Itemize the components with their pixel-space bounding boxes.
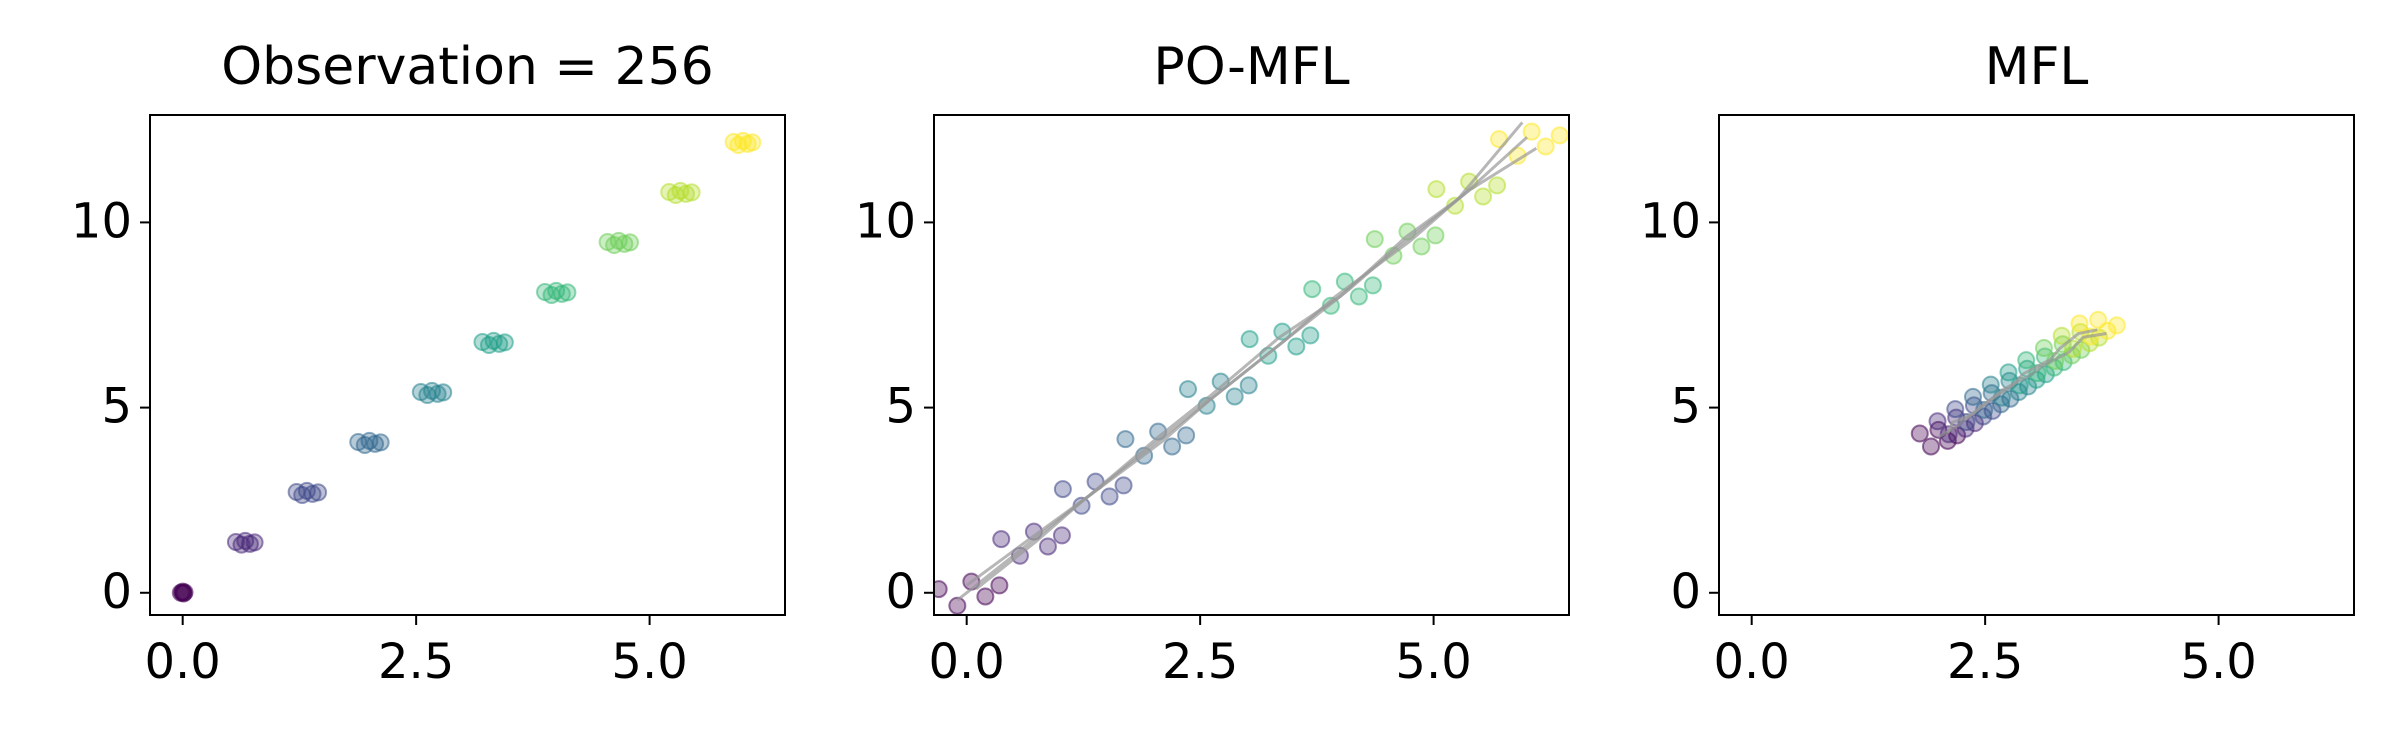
plot-area xyxy=(1910,310,2126,456)
point xyxy=(309,483,328,502)
point xyxy=(1365,230,1384,249)
y-tick-label: 5 xyxy=(1670,379,1701,435)
point xyxy=(1981,375,2000,394)
point xyxy=(1177,426,1196,445)
point xyxy=(992,530,1011,549)
point xyxy=(1163,437,1182,456)
point xyxy=(1052,526,1071,545)
point xyxy=(1427,180,1446,199)
panel: Observation = 256 0.0 2.5 5.0 0 5 10 xyxy=(71,37,786,690)
x-tick-label: 5.0 xyxy=(611,634,687,690)
point xyxy=(1992,395,2011,414)
point xyxy=(371,433,390,452)
point xyxy=(2034,338,2053,357)
point xyxy=(1240,330,1259,349)
x-tick-label: 2.5 xyxy=(1947,634,2023,690)
point xyxy=(2017,351,2036,370)
x-tick-label: 0.0 xyxy=(145,634,221,690)
point xyxy=(934,580,948,599)
point xyxy=(1116,430,1135,449)
point xyxy=(1349,287,1368,306)
point xyxy=(1239,376,1258,395)
x-tick-label: 5.0 xyxy=(1395,634,1471,690)
axes-frame xyxy=(149,114,786,616)
y-tick-label: 0 xyxy=(101,564,132,620)
point xyxy=(1100,487,1119,506)
point xyxy=(1225,387,1244,406)
point xyxy=(1363,276,1382,295)
y-tick-label: 0 xyxy=(1670,564,1701,620)
point xyxy=(976,587,995,606)
panel: MFL 0.0 2.5 5.0 0 5 10 xyxy=(1640,37,2355,690)
point xyxy=(1910,424,1929,443)
y-tick-label: 10 xyxy=(1640,193,1701,249)
point xyxy=(1946,400,1965,419)
point xyxy=(1053,480,1072,499)
y-tick-label: 5 xyxy=(885,379,916,435)
trajectory xyxy=(1946,332,2107,435)
point xyxy=(1038,537,1057,556)
point xyxy=(620,233,639,252)
point xyxy=(990,576,1009,595)
point xyxy=(1974,407,1993,426)
point xyxy=(1536,137,1555,156)
y-tick-label: 0 xyxy=(885,564,916,620)
panel-title: Observation = 256 xyxy=(221,37,714,97)
trajectory xyxy=(956,147,1538,602)
x-tick-label: 0.0 xyxy=(1714,634,1790,690)
point xyxy=(1412,237,1431,256)
point xyxy=(682,183,701,202)
axes-frame xyxy=(1718,114,2355,616)
plot-area xyxy=(171,131,762,603)
trajectory xyxy=(1937,328,2098,439)
point xyxy=(245,533,264,552)
axes-frame xyxy=(933,114,1570,616)
x-tick-label: 0.0 xyxy=(929,634,1005,690)
point xyxy=(2009,383,2028,402)
y-tick-label: 10 xyxy=(71,193,132,249)
point xyxy=(948,596,967,615)
point xyxy=(1114,476,1133,495)
point xyxy=(495,333,514,352)
x-tick-label: 5.0 xyxy=(2180,634,2256,690)
point xyxy=(1488,176,1507,195)
y-tick-label: 5 xyxy=(101,379,132,435)
point xyxy=(2107,316,2126,335)
point xyxy=(743,133,762,152)
point xyxy=(1522,122,1541,141)
panel-title: PO-MFL xyxy=(1153,37,1349,97)
point xyxy=(1550,126,1569,145)
point xyxy=(1179,380,1197,399)
point xyxy=(173,583,192,602)
trajectory xyxy=(965,136,1528,587)
x-tick-label: 2.5 xyxy=(1162,634,1238,690)
point xyxy=(2070,314,2089,333)
point xyxy=(1999,363,2018,382)
point xyxy=(558,283,577,302)
point xyxy=(1303,280,1322,299)
point xyxy=(2052,326,2071,345)
trajectory xyxy=(975,121,1524,591)
plot-area xyxy=(934,121,1569,615)
point xyxy=(1287,337,1306,356)
x-tick-label: 2.5 xyxy=(378,634,454,690)
panel-title: MFL xyxy=(1985,37,2089,97)
point xyxy=(434,383,453,402)
point xyxy=(1301,326,1320,345)
point xyxy=(1921,437,1940,456)
point xyxy=(1426,226,1445,245)
point xyxy=(1928,412,1947,431)
point xyxy=(1964,387,1982,406)
panel: PO-MFL 0.0 2.5 5.0 0 5 10 xyxy=(855,37,1570,690)
y-tick-label: 10 xyxy=(855,193,916,249)
point xyxy=(1474,187,1493,206)
